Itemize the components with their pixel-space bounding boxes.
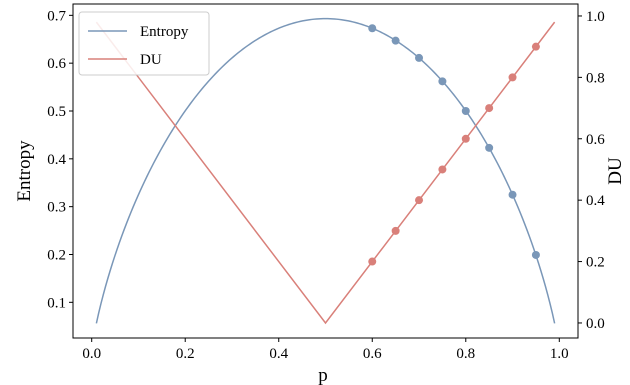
y-right-tick-label: 0.0 [586, 316, 605, 332]
entropy-data-point [485, 143, 494, 152]
du-data-point [391, 226, 400, 235]
entropy-data-point [461, 106, 470, 115]
plot-frame [72, 3, 579, 339]
du-data-point [485, 104, 494, 113]
y-left-tick-label: 0.4 [47, 152, 66, 168]
du-data-point [368, 257, 377, 266]
axes-layer: 0.0 0.2 0.4 0.6 0.8 1.0 0.1 0.2 0.3 0.4 0.5 0.6 0.7 0… [47, 8, 605, 362]
x-tick-label: 0.2 [176, 346, 195, 362]
entropy-series-line [95, 17, 556, 324]
x-tick-label: 0.6 [363, 346, 382, 362]
plot-layer [95, 17, 556, 325]
y-left-tick-label: 0.1 [47, 295, 66, 311]
x-axis-title: p [318, 365, 328, 385]
y-right-tick-label: 0.2 [586, 255, 605, 271]
du-data-point [461, 134, 470, 143]
y-left-tick-label: 0.5 [47, 104, 66, 120]
x-tick-label: 0.0 [82, 346, 101, 362]
du-data-point [508, 73, 517, 82]
legend-label-du: DU [140, 52, 162, 68]
y-right-tick-label: 0.8 [586, 70, 605, 86]
y-right-tick-label: 0.6 [586, 132, 605, 148]
entropy-data-point [415, 53, 424, 62]
y-left-tick-label: 0.2 [47, 247, 66, 263]
du-series-line [95, 21, 556, 325]
y-left-tick-label: 0.6 [47, 56, 66, 72]
entropy-data-point [508, 190, 517, 199]
legend: Entropy DU [78, 11, 210, 76]
entropy-data-point [531, 250, 540, 259]
x-tick-label: 1.0 [550, 346, 569, 362]
du-data-point [438, 165, 447, 174]
y-right-tick-label: 0.4 [586, 193, 605, 209]
y-left-tick-label: 0.3 [47, 200, 66, 216]
y-axis-right-title: DU [605, 157, 626, 185]
y-axis-left-title: Entropy [14, 140, 35, 202]
du-data-point [531, 42, 540, 51]
entropy-data-point [368, 24, 377, 33]
x-tick-label: 0.8 [456, 346, 475, 362]
entropy-data-point [438, 77, 447, 86]
x-tick-label: 0.4 [269, 346, 288, 362]
legend-label-entropy: Entropy [140, 24, 189, 40]
y-right-tick-label: 1.0 [586, 9, 605, 25]
y-left-tick-label: 0.7 [47, 8, 66, 24]
entropy-data-point [391, 36, 400, 45]
du-data-point [415, 196, 424, 205]
